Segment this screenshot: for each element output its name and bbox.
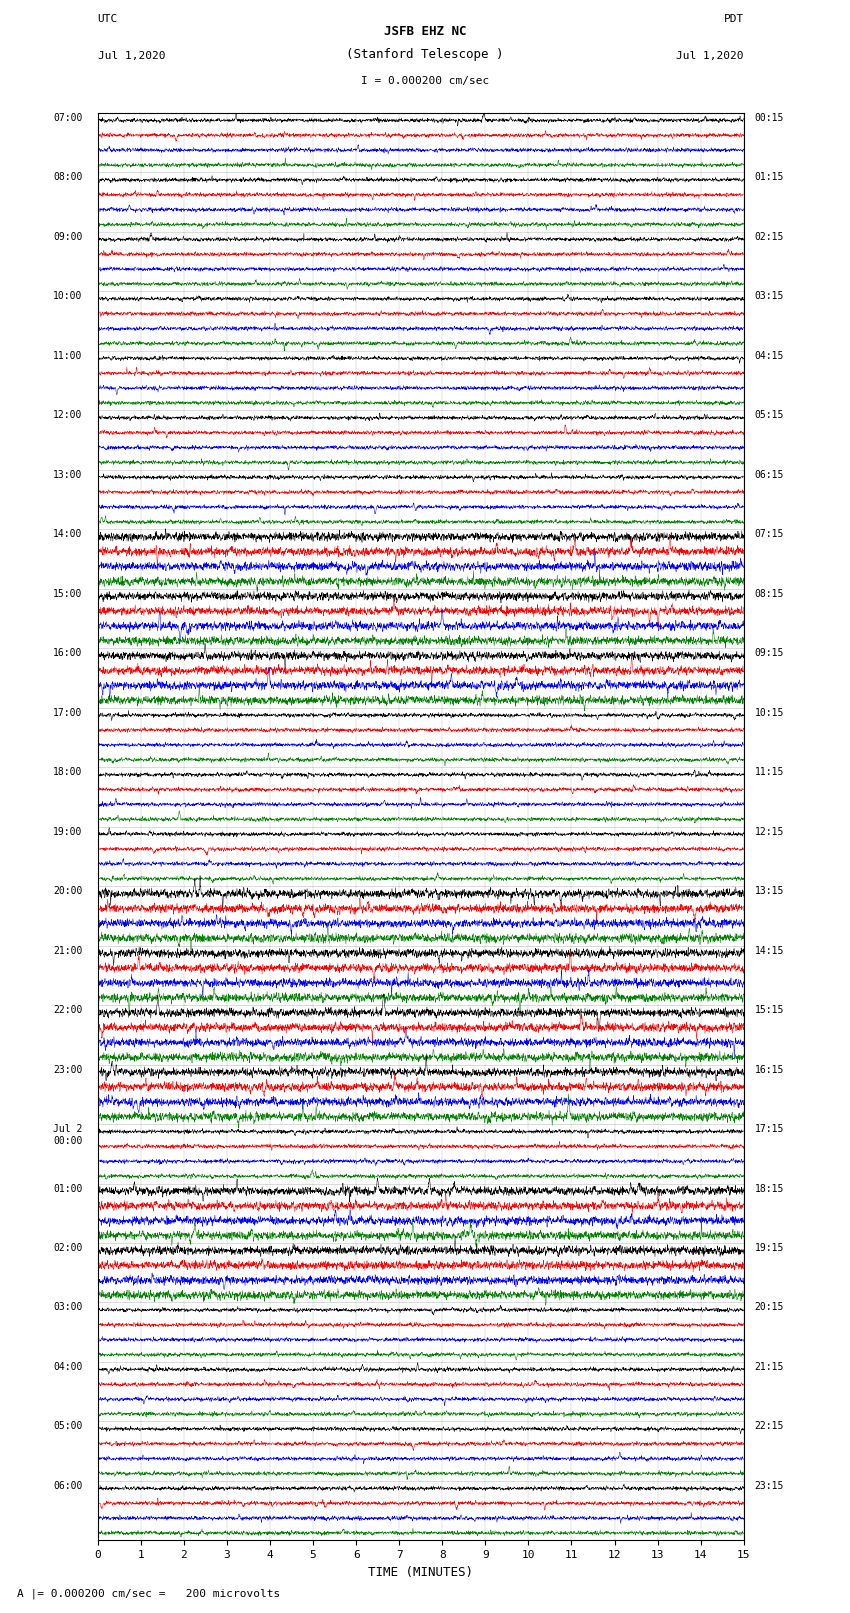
- Text: 22:15: 22:15: [755, 1421, 784, 1431]
- Text: 17:00: 17:00: [54, 708, 82, 718]
- Text: 15:00: 15:00: [54, 589, 82, 598]
- Text: 03:15: 03:15: [755, 292, 784, 302]
- Text: (Stanford Telescope ): (Stanford Telescope ): [346, 48, 504, 61]
- Text: 16:15: 16:15: [755, 1065, 784, 1074]
- Text: 10:00: 10:00: [54, 292, 82, 302]
- Text: 12:15: 12:15: [755, 826, 784, 837]
- Text: 15:15: 15:15: [755, 1005, 784, 1015]
- Text: 11:15: 11:15: [755, 768, 784, 777]
- Text: JSFB EHZ NC: JSFB EHZ NC: [383, 26, 467, 39]
- Text: 06:15: 06:15: [755, 469, 784, 479]
- Text: 23:15: 23:15: [755, 1481, 784, 1490]
- Text: 04:15: 04:15: [755, 350, 784, 361]
- Text: 08:00: 08:00: [54, 173, 82, 182]
- Text: I = 0.000200 cm/sec: I = 0.000200 cm/sec: [361, 76, 489, 85]
- X-axis label: TIME (MINUTES): TIME (MINUTES): [368, 1566, 473, 1579]
- Text: 01:00: 01:00: [54, 1184, 82, 1194]
- Text: 07:15: 07:15: [755, 529, 784, 539]
- Text: 18:15: 18:15: [755, 1184, 784, 1194]
- Text: 05:15: 05:15: [755, 410, 784, 421]
- Text: 08:15: 08:15: [755, 589, 784, 598]
- Text: 10:15: 10:15: [755, 708, 784, 718]
- Text: 02:00: 02:00: [54, 1244, 82, 1253]
- Text: 17:15: 17:15: [755, 1124, 784, 1134]
- Text: 11:00: 11:00: [54, 350, 82, 361]
- Text: 09:00: 09:00: [54, 232, 82, 242]
- Text: 16:00: 16:00: [54, 648, 82, 658]
- Text: Jul 1,2020: Jul 1,2020: [98, 50, 165, 61]
- Text: UTC: UTC: [98, 13, 118, 24]
- Text: 01:15: 01:15: [755, 173, 784, 182]
- Text: 09:15: 09:15: [755, 648, 784, 658]
- Text: 13:00: 13:00: [54, 469, 82, 479]
- Text: Jul 2
00:00: Jul 2 00:00: [54, 1124, 82, 1145]
- Text: 07:00: 07:00: [54, 113, 82, 123]
- Text: 05:00: 05:00: [54, 1421, 82, 1431]
- Text: A |= 0.000200 cm/sec =   200 microvolts: A |= 0.000200 cm/sec = 200 microvolts: [17, 1589, 280, 1598]
- Text: 21:15: 21:15: [755, 1361, 784, 1373]
- Text: 14:00: 14:00: [54, 529, 82, 539]
- Text: 03:00: 03:00: [54, 1303, 82, 1313]
- Text: 13:15: 13:15: [755, 886, 784, 897]
- Text: Jul 1,2020: Jul 1,2020: [677, 50, 744, 61]
- Text: 22:00: 22:00: [54, 1005, 82, 1015]
- Text: PDT: PDT: [723, 13, 744, 24]
- Text: 21:00: 21:00: [54, 945, 82, 955]
- Text: 18:00: 18:00: [54, 768, 82, 777]
- Text: 02:15: 02:15: [755, 232, 784, 242]
- Text: 06:00: 06:00: [54, 1481, 82, 1490]
- Text: 19:15: 19:15: [755, 1244, 784, 1253]
- Text: 20:00: 20:00: [54, 886, 82, 897]
- Text: 14:15: 14:15: [755, 945, 784, 955]
- Text: 04:00: 04:00: [54, 1361, 82, 1373]
- Text: 00:15: 00:15: [755, 113, 784, 123]
- Text: 12:00: 12:00: [54, 410, 82, 421]
- Text: 23:00: 23:00: [54, 1065, 82, 1074]
- Text: 19:00: 19:00: [54, 826, 82, 837]
- Text: 20:15: 20:15: [755, 1303, 784, 1313]
